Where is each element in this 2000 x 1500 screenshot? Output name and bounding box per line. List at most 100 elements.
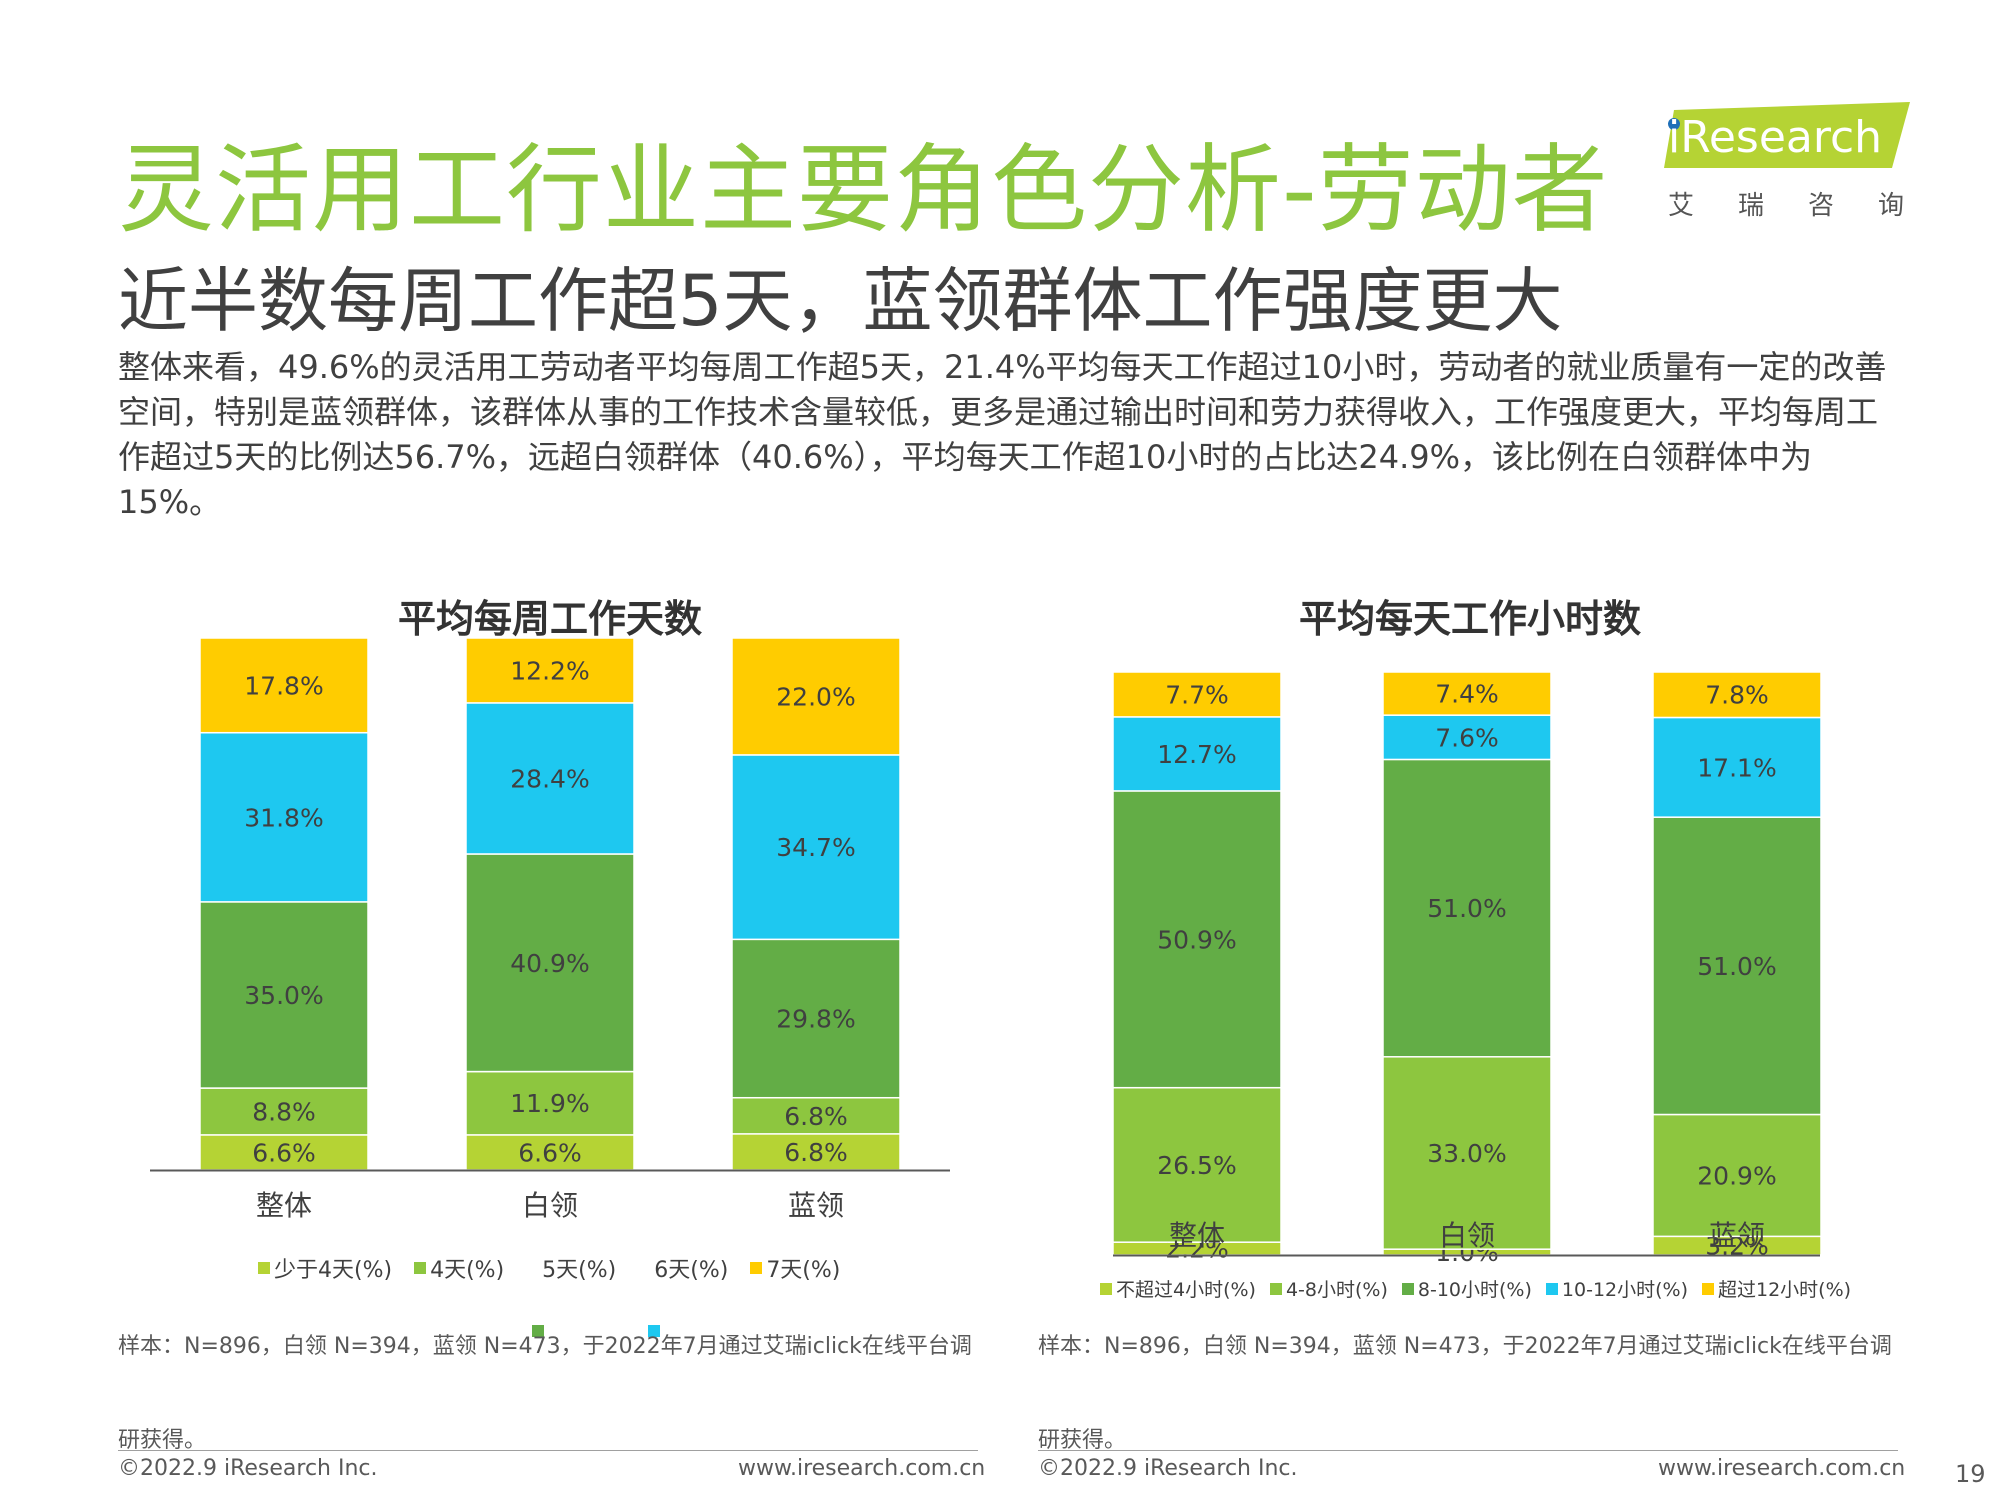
bar-segment-1-2-4 xyxy=(1652,671,1822,719)
data-label-1-0-4: 7.7% xyxy=(1165,680,1229,709)
legend-item-8-10h: 8-10小时(%) xyxy=(1401,1275,1532,1302)
chart-title-hours: 平均每天工作小时数 xyxy=(1298,597,1641,641)
bar-segment-1-0-3 xyxy=(1112,716,1282,792)
sample-note-left: 样本：N=896，白领 N=394，蓝领 N=473，于2022年7月通过艾瑞i… xyxy=(118,1334,972,1359)
footer-website-left: www.iresearch.com.cn xyxy=(738,1456,986,1481)
footer-copyright-right: ©2022.9 iResearch Inc. xyxy=(1038,1456,1298,1481)
bar-segment-0-1-4 xyxy=(465,637,635,704)
data-label-1-1-4: 7.4% xyxy=(1435,680,1499,709)
data-label-0-0-0: 6.6% xyxy=(252,1138,316,1167)
bar-segment-0-2-1 xyxy=(731,1096,901,1135)
category-label-0-1: 白领 xyxy=(522,1189,578,1222)
bar-segment-0-1-2 xyxy=(465,853,635,1073)
page-number: 19 xyxy=(1955,1460,1986,1488)
bar-segment-0-0-2 xyxy=(199,901,369,1089)
legend-label-4-8h: 4-8小时(%) xyxy=(1285,1279,1388,1301)
stray-swatch-cyan xyxy=(648,1325,660,1337)
legend-item-lt4: 少于4天(%) xyxy=(258,1252,392,1284)
data-label-1-0-1: 26.5% xyxy=(1157,1151,1236,1180)
legend-item-5d: 5天(%) xyxy=(526,1252,616,1284)
swatch-7d xyxy=(750,1262,763,1274)
legend-item-le4h: 不超过4小时(%) xyxy=(1100,1275,1256,1302)
data-label-0-1-2: 40.9% xyxy=(510,949,589,978)
data-label-0-2-2: 29.8% xyxy=(776,1005,855,1034)
data-label-1-1-2: 51.0% xyxy=(1427,894,1506,923)
bar-segment-0-2-2 xyxy=(731,938,901,1099)
bar-segment-1-2-2 xyxy=(1652,816,1822,1116)
legend-label-7d: 7天(%) xyxy=(766,1258,841,1283)
data-label-0-2-0: 6.8% xyxy=(784,1138,848,1167)
data-label-1-2-4: 7.8% xyxy=(1705,681,1769,710)
data-label-1-2-2: 51.0% xyxy=(1697,952,1776,981)
sample-note-left-2: 研获得。 xyxy=(118,1428,207,1453)
bar-segment-0-0-4 xyxy=(199,637,369,734)
data-label-0-1-0: 6.6% xyxy=(518,1138,582,1167)
data-label-0-0-3: 31.8% xyxy=(244,803,323,832)
category-label-0-2: 蓝领 xyxy=(788,1189,844,1222)
bar-segment-1-1-1 xyxy=(1382,1056,1552,1250)
stray-swatch-green xyxy=(532,1325,544,1337)
description: 整体来看，49.6%的灵活用工劳动者平均每周工作超5天，21.4%平均每天工作超… xyxy=(118,348,1887,521)
data-label-1-1-3: 7.6% xyxy=(1435,723,1499,752)
bar-segment-1-2-3 xyxy=(1652,716,1822,818)
sample-note-right: 样本：N=896，白领 N=394，蓝领 N=473，于2022年7月通过艾瑞i… xyxy=(1038,1334,1892,1359)
data-label-0-0-4: 17.8% xyxy=(244,671,323,700)
bar-segment-1-1-2 xyxy=(1382,758,1552,1058)
swatch-le4h xyxy=(1100,1282,1112,1295)
data-label-0-1-4: 12.2% xyxy=(510,656,589,685)
bar-segment-0-0-0 xyxy=(199,1134,369,1171)
footer-website-right: www.iresearch.com.cn xyxy=(1658,1456,1906,1481)
legend-hours: 不超过4小时(%) 4-8小时(%) 8-10小时(%) 10-12小时(%) … xyxy=(1100,1275,1851,1302)
footer-divider-right xyxy=(1038,1450,1898,1451)
legend-label-gt12h: 超过12小时(%) xyxy=(1718,1279,1852,1301)
category-label-0-0: 整体 xyxy=(256,1189,312,1222)
legend-item-gt12h: 超过12小时(%) xyxy=(1702,1275,1851,1302)
bar-segment-1-1-4 xyxy=(1382,671,1552,716)
page-subtitle: 近半数每周工作超5天，蓝领群体工作强度更大 xyxy=(118,260,1563,342)
data-label-0-2-1: 6.8% xyxy=(784,1102,848,1131)
data-label-0-2-3: 34.7% xyxy=(776,833,855,862)
category-label-1-0: 整体 xyxy=(1169,1219,1225,1252)
legend-label-8-10h: 8-10小时(%) xyxy=(1417,1279,1532,1301)
legend-label-5d: 5天(%) xyxy=(542,1258,617,1283)
legend-label-10-12h: 10-12小时(%) xyxy=(1561,1279,1688,1301)
legend-label-lt4: 少于4天(%) xyxy=(274,1258,393,1283)
legend-item-7d: 7天(%) xyxy=(750,1252,840,1284)
data-label-1-2-1: 20.9% xyxy=(1697,1161,1776,1190)
footer-copyright-left: ©2022.9 iResearch Inc. xyxy=(118,1456,378,1481)
legend-label-le4h: 不超过4小时(%) xyxy=(1116,1279,1256,1301)
data-label-1-0-2: 50.9% xyxy=(1157,925,1236,954)
page-title: 灵活用工行业主要角色分析-劳动者 xyxy=(118,134,1609,246)
chart-title-days: 平均每周工作天数 xyxy=(397,597,702,641)
data-label-0-0-2: 35.0% xyxy=(244,981,323,1010)
legend-label-4d: 4天(%) xyxy=(430,1258,505,1283)
bar-segment-1-1-3 xyxy=(1382,714,1552,761)
bar-segment-0-1-0 xyxy=(465,1134,635,1171)
bar-segment-0-2-4 xyxy=(731,637,901,756)
data-label-1-0-3: 12.7% xyxy=(1157,740,1236,769)
legend-item-6d: 6天(%) xyxy=(638,1252,728,1284)
iresearch-logo: iResearch 艾瑞咨询 xyxy=(1660,100,1910,225)
swatch-4d xyxy=(414,1262,427,1274)
legend-label-6d: 6天(%) xyxy=(654,1258,729,1283)
logo-brand: iResearch xyxy=(1668,112,1883,163)
category-label-1-2: 蓝领 xyxy=(1709,1219,1765,1252)
bar-segment-1-2-1 xyxy=(1652,1113,1822,1238)
swatch-lt4 xyxy=(258,1262,270,1274)
swatch-4-8h xyxy=(1269,1282,1282,1295)
bar-segment-1-0-2 xyxy=(1112,790,1282,1089)
data-label-0-0-1: 8.8% xyxy=(252,1097,316,1126)
logo-banner-icon xyxy=(1664,102,1910,168)
swatch-gt12h xyxy=(1702,1282,1714,1295)
data-label-0-1-3: 28.4% xyxy=(510,764,589,793)
sample-note-right-2: 研获得。 xyxy=(1038,1428,1127,1453)
bar-segment-1-0-4 xyxy=(1112,671,1282,718)
legend-item-4-8h: 4-8小时(%) xyxy=(1269,1275,1388,1302)
category-label-1-1: 白领 xyxy=(1439,1219,1495,1252)
logo-cn: 艾瑞咨询 xyxy=(1668,191,1949,221)
bar-segment-0-1-1 xyxy=(465,1070,635,1136)
bar-segment-0-2-3 xyxy=(731,754,901,941)
legend-days: 少于4天(%) 4天(%) 5天(%) 6天(%) 7天(%) xyxy=(258,1252,840,1284)
